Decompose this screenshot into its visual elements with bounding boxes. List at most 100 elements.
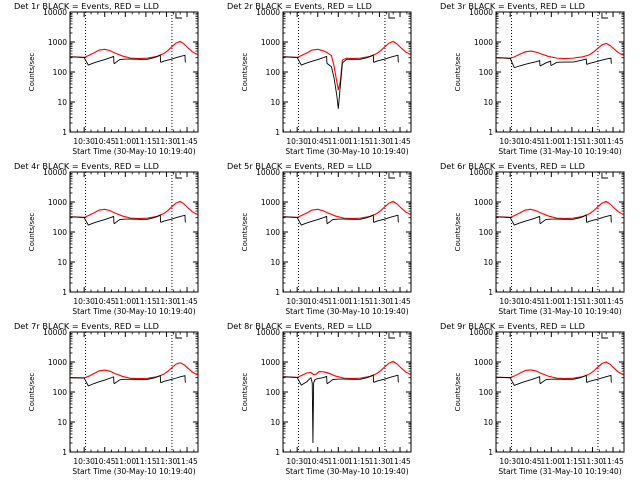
x-axis-label-part: )	[406, 307, 409, 316]
y-tick-label: 100	[53, 68, 68, 77]
y-tick-label: 1000	[261, 198, 280, 207]
y-tick-label: 10	[270, 418, 280, 427]
series-lld-line	[283, 200, 412, 220]
x-axis-date: 30-May-10 10:19:40	[330, 147, 406, 156]
y-axis-label: Counts/sec	[241, 53, 249, 92]
x-axis-label: Start Time (30-May-10 10:19:40)	[72, 147, 195, 156]
x-tick-label: 11:30	[156, 137, 178, 146]
interval-bracket-glyph	[601, 13, 608, 19]
y-tick-label: 10	[483, 258, 493, 267]
y-tick-label: 1	[275, 128, 280, 137]
x-tick-label: 11:15	[348, 297, 370, 306]
y-tick-label: 1	[488, 288, 493, 297]
y-tick-label: 10	[483, 418, 493, 427]
x-axis-label-part: )	[619, 147, 622, 156]
x-axis-label-part: )	[193, 467, 196, 476]
y-tick-label: 1000	[474, 358, 493, 367]
x-axis-label-part: )	[193, 307, 196, 316]
y-tick-label: 10000	[256, 168, 280, 177]
y-axis-label: Counts/sec	[28, 53, 36, 92]
plot-frame	[282, 171, 412, 293]
panel-det-7: Det 7r BLACK = Events, RED = LLD 1 10 100 10…	[14, 321, 199, 476]
x-tick-label: 10:30	[73, 297, 95, 306]
x-axis-label-part: Start Time (	[285, 467, 329, 476]
y-tick-label: 10000	[43, 168, 67, 177]
x-tick-label: 11:45	[389, 457, 411, 466]
y-tick-label: 1	[275, 288, 280, 297]
y-tick-label: 100	[266, 228, 281, 237]
x-tick-label: 10:45	[307, 457, 329, 466]
y-tick-label: 10	[57, 98, 67, 107]
y-axis-label: Counts/sec	[454, 213, 462, 252]
x-axis-label-part: Start Time (	[285, 147, 329, 156]
y-tick-label: 1000	[474, 38, 493, 47]
x-tick-label: 11:45	[389, 137, 411, 146]
x-tick-label: 11:00	[114, 137, 136, 146]
panel-title: Det 1r BLACK = Events, RED = LLD	[14, 1, 159, 11]
panel-title: Det 6r BLACK = Events, RED = LLD	[440, 161, 585, 171]
series-lld-line	[496, 42, 625, 60]
series-events-line	[283, 374, 400, 443]
interval-bracket-glyph	[175, 173, 182, 179]
y-tick-label: 10	[57, 258, 67, 267]
x-axis-label-part: )	[193, 147, 196, 156]
x-tick-label: 10:30	[73, 457, 95, 466]
series-lld-line	[70, 362, 199, 380]
x-tick-label: 11:45	[176, 297, 198, 306]
y-tick-label: 10000	[469, 8, 493, 17]
x-tick-label: 11:00	[327, 297, 349, 306]
x-tick-label: 11:00	[540, 457, 562, 466]
series-lld-line	[283, 360, 412, 380]
panel-title: Det 3r BLACK = Events, RED = LLD	[440, 1, 585, 11]
x-tick-label: 10:45	[307, 297, 329, 306]
x-axis-label-part: )	[406, 147, 409, 156]
x-axis-date: 30-May-10 10:19:40	[117, 307, 193, 316]
panel-title: Det 8r BLACK = Events, RED = LLD	[227, 321, 372, 331]
x-axis-label-part: )	[619, 467, 622, 476]
y-tick-label: 1000	[48, 358, 67, 367]
x-tick-label: 10:45	[520, 457, 542, 466]
x-axis-label-part: Start Time (	[72, 467, 116, 476]
y-tick-label: 100	[479, 228, 494, 237]
series-lld-line	[70, 40, 199, 60]
y-tick-label: 1	[62, 128, 67, 137]
panel-title: Det 2r BLACK = Events, RED = LLD	[227, 1, 372, 11]
y-tick-label: 10000	[43, 8, 67, 17]
plot-frame	[282, 11, 412, 133]
x-tick-label: 11:45	[602, 297, 624, 306]
x-tick-label: 11:30	[369, 137, 391, 146]
x-axis-date: 30-May-10 10:19:40	[117, 467, 193, 476]
plot-frame	[495, 11, 625, 133]
interval-bracket-glyph	[175, 333, 182, 339]
x-tick-label: 10:45	[520, 297, 542, 306]
x-tick-label: 11:15	[348, 457, 370, 466]
series-events-line	[496, 374, 613, 387]
panel-det-4: Det 4r BLACK = Events, RED = LLD 1 10 100 10…	[14, 161, 199, 316]
x-tick-label: 11:30	[369, 297, 391, 306]
x-tick-label: 10:45	[520, 137, 542, 146]
x-tick-label: 11:15	[561, 297, 583, 306]
x-axis-label-part: Start Time (	[72, 147, 116, 156]
x-tick-label: 11:00	[540, 137, 562, 146]
y-tick-label: 100	[266, 388, 281, 397]
interval-bracket-glyph	[601, 173, 608, 179]
x-axis-label: Start Time (31-May-10 10:19:40)	[498, 147, 621, 156]
x-tick-label: 10:45	[94, 137, 116, 146]
x-axis-label: Start Time (31-May-10 10:19:40)	[498, 467, 621, 476]
y-tick-label: 10000	[469, 328, 493, 337]
y-axis-label: Counts/sec	[28, 373, 36, 412]
series-lld-line	[496, 200, 625, 220]
plot-frame	[69, 171, 199, 293]
series-lld-line	[283, 40, 412, 91]
x-axis-date: 31-May-10 10:19:40	[543, 467, 619, 476]
y-tick-label: 100	[53, 228, 68, 237]
y-axis-label: Counts/sec	[454, 373, 462, 412]
y-tick-label: 1000	[474, 198, 493, 207]
x-axis-date: 30-May-10 10:19:40	[330, 307, 406, 316]
interval-bracket-glyph	[388, 333, 395, 339]
x-axis-label-part: Start Time (	[498, 307, 542, 316]
y-tick-label: 10	[483, 98, 493, 107]
y-tick-label: 1000	[48, 198, 67, 207]
